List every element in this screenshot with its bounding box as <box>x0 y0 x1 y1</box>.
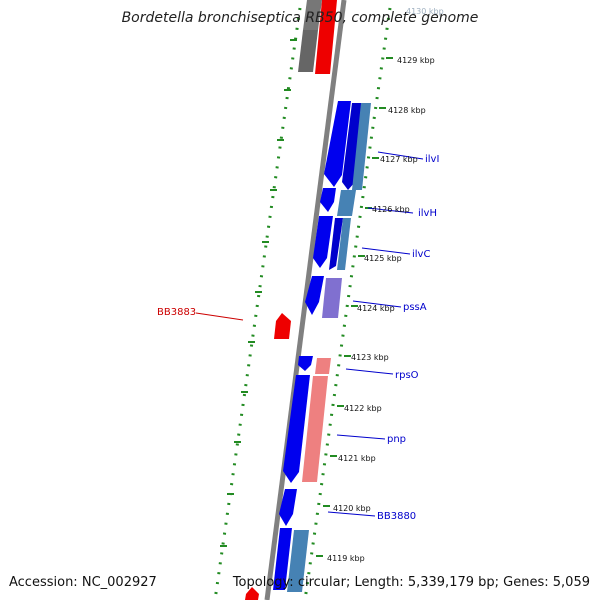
position-label: 4119 kbp <box>327 554 365 563</box>
outer-major-ticks <box>316 57 393 557</box>
position-label: 4125 kbp <box>364 254 402 263</box>
gene-label-ilvI: ilvI <box>425 154 439 165</box>
position-label: 4122 kbp <box>344 404 382 413</box>
gene-label-BB3880: BB3880 <box>377 511 416 522</box>
label-connectors <box>195 151 424 517</box>
gene-label-rpsO: rpsO <box>395 370 419 381</box>
feature-blue-ilvI-2 <box>342 103 362 190</box>
gene-label-BB3883: BB3883 <box>157 307 196 318</box>
position-label: 4128 kbp <box>388 106 426 115</box>
feature-blue-rpsO <box>298 356 313 371</box>
genes-label: Genes: <box>503 575 549 590</box>
gene-label-ilvH: ilvH <box>418 208 437 219</box>
feature-blue-ilvI <box>324 101 351 187</box>
feature-pink-rpsO <box>315 358 331 374</box>
genome-summary: Topology: circular; Length: 5,339,179 bp… <box>232 575 590 590</box>
feature-blue-pssA <box>305 276 324 315</box>
feature-gray-top <box>298 30 318 72</box>
feature-red-bottom <box>245 587 259 600</box>
feature-steel-ilvI <box>352 103 371 190</box>
position-label: 4124 kbp <box>357 304 395 313</box>
map-title: Bordetella bronchiseptica RB50, complete… <box>121 10 479 26</box>
position-label: 4120 kbp <box>333 504 371 513</box>
position-label: 4123 kbp <box>351 353 389 362</box>
feature-blue-bottom <box>273 528 292 590</box>
accession-info: Accession: NC_002927 <box>9 575 157 590</box>
feature-steel-ilvC <box>337 218 351 270</box>
position-label: 4130 kbp <box>406 7 444 16</box>
genes-value: 5,059 <box>552 575 590 590</box>
topology-value: circular <box>297 575 346 590</box>
feature-purple-pssA <box>322 278 342 318</box>
gene-label-pnp: pnp <box>387 434 406 445</box>
feature-red-top <box>315 0 337 74</box>
topology-label: Topology: <box>232 575 294 590</box>
position-label: 4126 kbp <box>372 205 410 214</box>
accession-label: Accession: <box>9 575 78 590</box>
position-label: 4129 kbp <box>397 56 435 65</box>
feature-blue-BB3880 <box>279 489 297 526</box>
length-value: 5,339,179 bp <box>407 575 495 590</box>
feature-pink-pnp <box>302 376 328 482</box>
feature-blue-ilvH <box>320 188 336 212</box>
feature-blue-ilvC-2 <box>329 218 343 270</box>
feature-steel-bottom <box>287 530 309 592</box>
genome-backbone <box>264 0 347 600</box>
gene-label-ilvC: ilvC <box>412 249 430 260</box>
position-label: 4127 kbp <box>380 155 418 164</box>
inner-major-ticks <box>220 39 297 547</box>
accession-value: NC_002927 <box>81 575 157 590</box>
feature-blue-ilvC <box>313 216 333 268</box>
feature-red-BB3883 <box>274 313 291 339</box>
feature-blue-pnp <box>283 375 310 483</box>
gene-label-pssA: pssA <box>403 302 427 313</box>
feature-gray-top2 <box>303 0 322 30</box>
feature-steel-ilvH <box>337 190 356 216</box>
position-label: 4121 kbp <box>338 454 376 463</box>
length-label: Length: <box>354 575 404 590</box>
